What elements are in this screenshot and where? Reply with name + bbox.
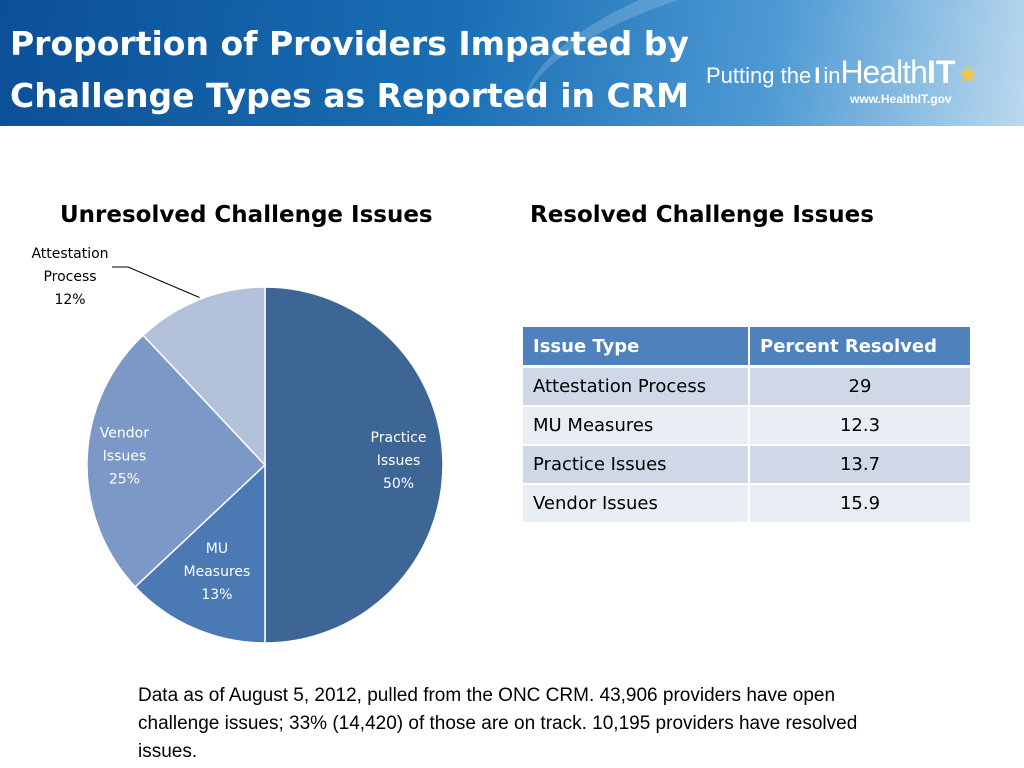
percent-resolved-cell: 29: [748, 365, 972, 407]
title-line-2: Challenge Types as Reported in CRM: [10, 76, 689, 115]
table-row: Vendor Issues 15.9: [521, 483, 972, 524]
percent-resolved-cell: 13.7: [748, 444, 972, 485]
star-icon: ★: [956, 59, 980, 89]
percent-resolved-cell: 15.9: [748, 483, 972, 524]
column-header-issue-type: Issue Type: [521, 325, 750, 368]
pie-slice-practice-issues: [264, 286, 444, 644]
logo-health-text: Health: [840, 54, 927, 90]
logo-in-text: in: [823, 63, 841, 88]
unresolved-chart-title: Unresolved Challenge Issues: [60, 202, 433, 228]
logo-putting-text: Putting the: [706, 63, 812, 88]
leader-line-attestation: [112, 266, 200, 298]
column-header-percent-resolved: Percent Resolved: [748, 325, 972, 368]
issue-type-cell: Vendor Issues: [521, 483, 750, 524]
logo-i-text: I: [814, 63, 821, 88]
pie-label-vendor-issues: Vendor Issues 25%: [100, 426, 149, 488]
pie-label-mu-measures: MU Measures 13%: [184, 541, 251, 603]
pie-slice-attestation-process: [142, 286, 266, 467]
pie-label-practice-issues: Practice Issues 50%: [371, 430, 427, 492]
logo-it-text: IT: [926, 54, 956, 90]
pie-slice-vendor-issues: [86, 334, 267, 588]
resolved-issues-table: Issue Type Percent Resolved Attestation …: [521, 325, 972, 524]
table-row: Practice Issues 13.7: [521, 444, 972, 485]
title-line-1: Proportion of Providers Impacted by: [10, 24, 689, 63]
issue-type-cell: Attestation Process: [521, 365, 750, 407]
logo-url: www.HealthIT.gov: [850, 92, 952, 106]
table-header-row: Issue Type Percent Resolved: [521, 325, 972, 368]
data-footnote: Data as of August 5, 2012, pulled from t…: [138, 685, 858, 762]
table-row: MU Measures 12.3: [521, 405, 972, 446]
percent-resolved-cell: 12.3: [748, 405, 972, 446]
resolved-table-title: Resolved Challenge Issues: [530, 202, 874, 228]
pie-label-attestation-process: Attestation Process 12%: [31, 246, 108, 308]
issue-type-cell: Practice Issues: [521, 444, 750, 485]
unresolved-pie-chart: Practice Issues 50% MU Measures 13% Vendor Issu…: [31, 246, 444, 644]
issue-type-cell: MU Measures: [521, 405, 750, 446]
slide-title: Proportion of Providers Impacted by Chal…: [10, 18, 710, 122]
healthit-logo: Putting the I in Health IT ★ www.HealthI…: [706, 54, 1006, 106]
table-row: Attestation Process 29: [521, 365, 972, 407]
header-banner: Proportion of Providers Impacted by Chal…: [0, 0, 1024, 126]
pie-slice-mu-measures: [134, 463, 266, 644]
